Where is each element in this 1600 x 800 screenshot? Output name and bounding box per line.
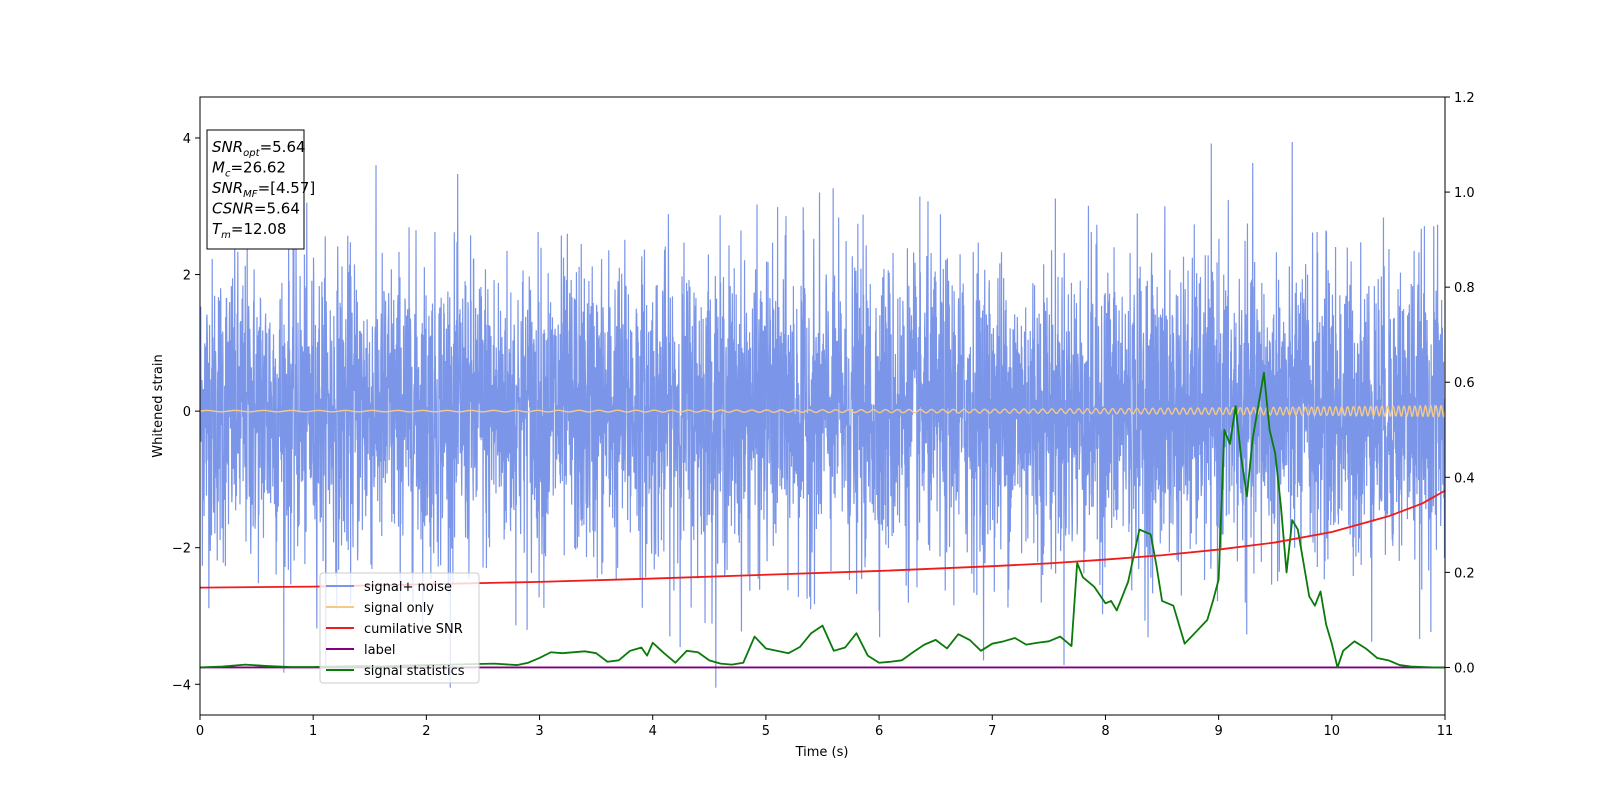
y-tick-label: 2 — [183, 269, 191, 284]
y2-tick-label: 0.0 — [1454, 661, 1475, 676]
x-tick-label: 1 — [309, 724, 317, 739]
annotation-line: Mc=26.62 — [212, 159, 286, 180]
annotation-frame — [206, 129, 305, 250]
y-axis-label: Whitened strain — [151, 354, 166, 457]
series-signal-statistics-line — [200, 371, 1445, 669]
series-cumulative-snr-line — [200, 489, 1445, 589]
x-tick-label: 7 — [988, 724, 996, 739]
annotation-line: Tm=12.08 — [212, 220, 286, 241]
series-signal-only-line — [200, 404, 1445, 418]
legend: signal+ noise signal only cumilative SNR la… — [319, 572, 480, 684]
x-axis-label: Time (s) — [795, 745, 849, 760]
x-tick-label: 2 — [422, 724, 430, 739]
y-tick-label: −2 — [172, 542, 191, 557]
legend-entry-label: cumilative SNR — [364, 622, 463, 637]
y-tick-label: 4 — [183, 132, 191, 147]
x-tick-label: 6 — [875, 724, 883, 739]
x-tick-label: 9 — [1214, 724, 1222, 739]
y2-tick-label: 0.6 — [1454, 376, 1475, 391]
legend-entry-label: signal only — [364, 601, 434, 616]
annotation-line: SNRMF=[4.57] — [212, 179, 315, 200]
annotation-line: CSNR=5.64 — [212, 200, 300, 218]
legend-entry-label: label — [364, 643, 395, 658]
x-tick-label: 4 — [649, 724, 657, 739]
y2-tick-label: 0.8 — [1454, 281, 1475, 296]
legend-entry-label: signal statistics — [364, 664, 465, 679]
y-tick-label: −4 — [172, 678, 191, 693]
y2-tick-label: 0.2 — [1454, 566, 1475, 581]
y2-tick-label: 1.0 — [1454, 186, 1475, 201]
series-signal-noise-line — [200, 141, 1445, 688]
annotation-box: SNRopt=5.64Mc=26.62SNRMF=[4.57]CSNR=5.64… — [206, 129, 315, 250]
y2-tick-label: 1.2 — [1454, 91, 1475, 106]
legend-entry-label: signal+ noise — [364, 580, 452, 595]
axis-ticks: 0 1 2 3 4 5 6 7 8 9 10 11 4 2 0 −2 −4 0.0 0.2 0.4 0.6 0.8 1.0 1… — [172, 91, 1475, 739]
x-tick-label: 8 — [1101, 724, 1109, 739]
legend-frame — [319, 572, 480, 684]
x-tick-label: 11 — [1437, 724, 1454, 739]
y-tick-label: 0 — [183, 405, 191, 420]
x-tick-label: 0 — [196, 724, 204, 739]
y2-tick-label: 0.4 — [1454, 471, 1475, 486]
x-tick-label: 10 — [1324, 724, 1341, 739]
annotation-line: SNRopt=5.64 — [212, 138, 306, 159]
x-tick-label: 5 — [762, 724, 770, 739]
x-tick-label: 3 — [535, 724, 543, 739]
axes-frame — [199, 96, 1446, 716]
